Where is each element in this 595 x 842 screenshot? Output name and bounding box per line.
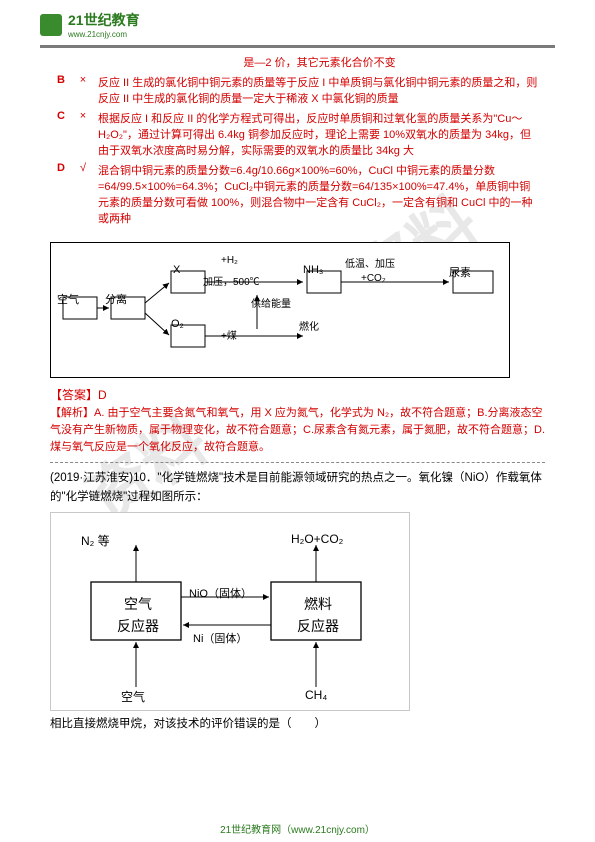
flow-node-sep: 分离 (105, 291, 127, 307)
flow-label-h2: +H₂ (221, 255, 238, 266)
logo-text: 21世纪教育 (68, 12, 140, 28)
fuel-reactor-l1: 燃料 (293, 594, 343, 614)
row-mark: × (72, 72, 94, 108)
flowchart-svg (61, 255, 501, 365)
flowchart-2: N₂ 等 H₂O+CO₂ 空气 反应器 燃料 反应器 NiO（固体） Ni（固体… (50, 512, 410, 711)
label-air-in: 空气 (121, 688, 145, 705)
page-footer: 21世纪教育网（www.21cnjy.com） (0, 821, 595, 836)
flow-label-cond1: 加压，500℃ (203, 273, 260, 288)
flowchart2-svg (61, 527, 401, 697)
flow-label-coal: +煤 (221, 327, 237, 342)
label-n2: N₂ 等 (81, 532, 110, 549)
separator (50, 462, 545, 463)
analysis-block: 【解析】A. 由于空气主要含氮气和氧气，用 X 应为氮气，化学式为 N₂，故不符… (50, 405, 545, 456)
analysis-label: 【解析】 (50, 407, 94, 419)
question-closing: 相比直接燃烧甲烷，对该技术的评价错误的是（ ） (50, 715, 545, 731)
row-mark: × (72, 108, 94, 160)
flow-label-co2: +CO₂ (361, 273, 386, 284)
row-text: 反应 II 生成的氯化铜中铜元素的质量等于反应 I 中单质铜与氯化铜中铜元素的质… (94, 72, 545, 108)
label-ni: Ni（固体） (193, 630, 247, 646)
row-mark: √ (72, 160, 94, 228)
flow-node-o2: O₂ (171, 318, 184, 330)
table-row: 是—2 价，其它元素化合价不变 (50, 52, 545, 72)
row-label: B (50, 72, 72, 108)
air-reactor-l2: 反应器 (105, 616, 171, 636)
logo-subtext: www.21cnjy.com (68, 30, 140, 39)
table-row: D √ 混合铜中铜元素的质量分数=6.4g/10.66g×100%=60%，Cu… (50, 160, 545, 228)
page-header: 21世纪教育 www.21cnjy.com (0, 0, 595, 43)
flow-node-nh3: NH₃ (303, 264, 323, 276)
flow-label-energy: 供给能量 (251, 295, 291, 310)
label-ch4-in: CH₄ (305, 688, 327, 702)
logo-icon (40, 14, 62, 36)
flow-node-air: 空气 (57, 291, 79, 307)
footer-text: 21世纪教育网（www.21cnjy.com） (220, 825, 375, 836)
row-text: 混合铜中铜元素的质量分数=6.4g/10.66g×100%=60%，CuCl 中… (94, 160, 545, 228)
row-label: C (50, 108, 72, 160)
answer-table: 是—2 价，其它元素化合价不变 B × 反应 II 生成的氯化铜中铜元素的质量等… (50, 52, 545, 228)
flowchart-1: 空气 分离 X O₂ +H₂ 加压，500℃ NH₃ 低温、加压 +CO₂ 尿素… (50, 242, 510, 378)
table-row: B × 反应 II 生成的氯化铜中铜元素的质量等于反应 I 中单质铜与氯化铜中铜… (50, 72, 545, 108)
air-reactor-l1: 空气 (113, 594, 163, 614)
answer-label: 【答案】D (50, 386, 545, 403)
analysis-text: A. 由于空气主要含氮气和氧气，用 X 应为氮气，化学式为 N₂，故不符合题意；… (50, 407, 545, 453)
table-row: C × 根据反应 I 和反应 II 的化学方程式可得出，反应时单质铜和过氧化氢的… (50, 108, 545, 160)
label-h2oco2: H₂O+CO₂ (291, 532, 343, 546)
flow-label-cond2: 低温、加压 (345, 255, 395, 270)
flow-node-urea: 尿素 (449, 264, 471, 280)
fuel-reactor-l2: 反应器 (285, 616, 351, 636)
row-label: D (50, 160, 72, 228)
flow-node-x: X (173, 264, 180, 276)
row-text: 根据反应 I 和反应 II 的化学方程式可得出，反应时单质铜和过氧化氢的质量关系… (94, 108, 545, 160)
question-source: (2019·江苏淮安)10．"化学链燃烧"技术是目前能源领域研究的热点之一。氧化… (50, 469, 545, 506)
flow-label-burn: 燃化 (299, 318, 319, 333)
row-text: 是—2 价，其它元素化合价不变 (94, 52, 545, 72)
label-nio: NiO（固体） (189, 585, 252, 601)
